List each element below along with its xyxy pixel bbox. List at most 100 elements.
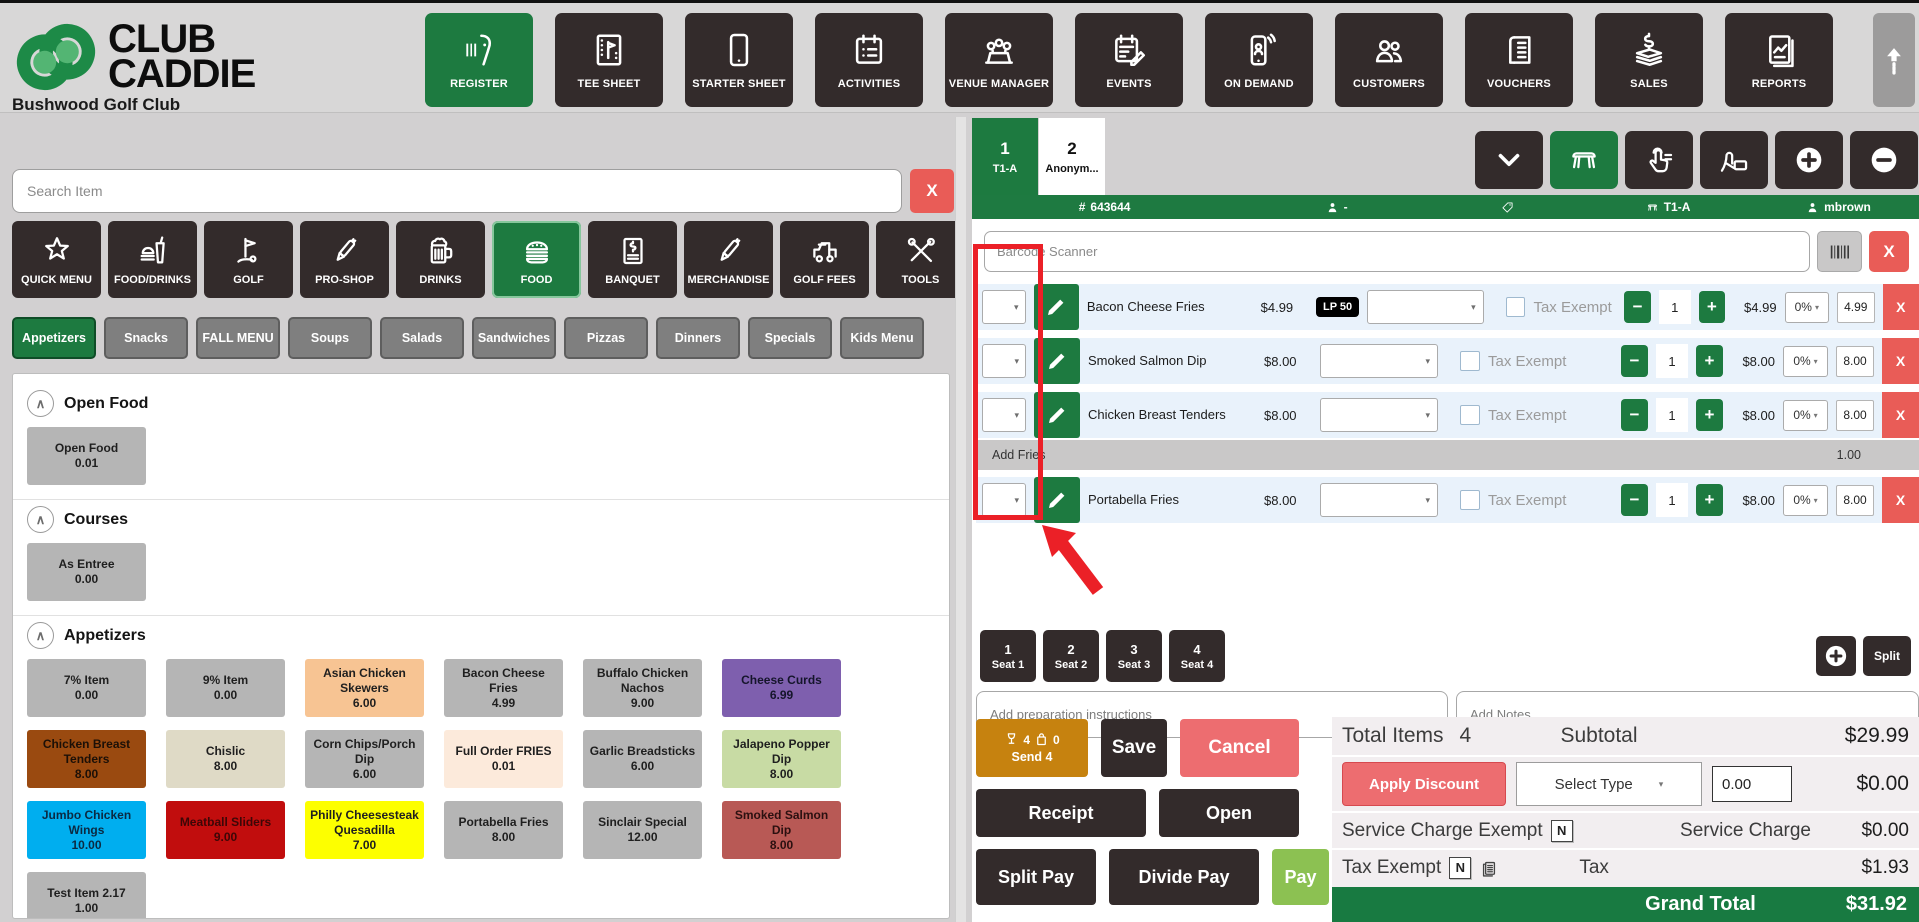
touch-order-button[interactable] [1625, 131, 1693, 189]
modifier-select[interactable]: ▾ [1320, 398, 1438, 432]
subtab-pizzas[interactable]: Pizzas [564, 317, 648, 359]
split-button[interactable]: Split [1863, 636, 1911, 676]
search-input[interactable] [12, 169, 902, 213]
menu-item-tile[interactable]: Bacon Cheese Fries 4.99 [444, 659, 563, 717]
clear-ticket-button[interactable]: X [1869, 231, 1909, 272]
subtab-snacks[interactable]: Snacks [104, 317, 188, 359]
menu-item-tile[interactable]: Portabella Fries 8.00 [444, 801, 563, 859]
collapse-icon[interactable]: ∧ [27, 622, 54, 649]
subtab-sandwiches[interactable]: Sandwiches [472, 317, 556, 359]
tax-rate-select[interactable]: 0% ▾ [1783, 345, 1828, 377]
subtab-dinners[interactable]: Dinners [656, 317, 740, 359]
modifier-select[interactable]: ▾ [1320, 483, 1438, 517]
seat-4-button[interactable]: 4 Seat 4 [1169, 630, 1225, 682]
seat-1-button[interactable]: 1 Seat 1 [980, 630, 1036, 682]
subtab-fall-menu[interactable]: FALL MENU [196, 317, 280, 359]
tax-exempt-checkbox[interactable] [1460, 351, 1480, 371]
category-food[interactable]: FOOD [492, 221, 581, 298]
increase-qty-button[interactable]: + [1696, 345, 1723, 377]
category-tools[interactable]: TOOLS [876, 221, 965, 298]
menu-item-tile[interactable]: Jumbo Chicken Wings 10.00 [27, 801, 146, 859]
subtab-salads[interactable]: Salads [380, 317, 464, 359]
modifier-select[interactable]: ▾ [1367, 290, 1484, 324]
divide-pay-button[interactable]: Divide Pay [1109, 849, 1259, 905]
tax-exempt-checkbox[interactable] [1460, 405, 1480, 425]
modifier-select[interactable]: ▾ [1320, 344, 1438, 378]
decrease-qty-button[interactable]: − [1621, 399, 1648, 431]
nav-tee-sheet[interactable]: TEE SHEET [555, 13, 663, 107]
seat-2-button[interactable]: 2 Seat 2 [1043, 630, 1099, 682]
remove-item-button[interactable]: X [1882, 392, 1919, 438]
decrease-qty-button[interactable]: − [1621, 345, 1648, 377]
nav-activities[interactable]: ACTIVITIES [815, 13, 923, 107]
tax-exempt-checkbox[interactable] [1505, 297, 1526, 317]
receipt-button[interactable]: Receipt [976, 789, 1146, 837]
remove-item-button[interactable]: X [1882, 477, 1919, 523]
menu-item-tile[interactable]: Open Food 0.01 [27, 427, 146, 485]
remove-ticket-button[interactable] [1850, 131, 1918, 189]
edit-item-button[interactable] [1033, 284, 1079, 330]
tax-exempt-checkbox[interactable] [1460, 490, 1480, 510]
edit-item-button[interactable] [1034, 392, 1080, 438]
collapse-icon[interactable]: ∧ [27, 390, 54, 417]
discount-value-input[interactable] [1712, 766, 1792, 802]
increase-qty-button[interactable]: + [1696, 399, 1723, 431]
menu-item-tile[interactable]: Buffalo Chicken Nachos 9.00 [583, 659, 702, 717]
cancel-button[interactable]: Cancel [1180, 719, 1299, 777]
menu-item-tile[interactable]: 7% Item 0.00 [27, 659, 146, 717]
menu-item-tile[interactable]: Sinclair Special 12.00 [583, 801, 702, 859]
menu-item-tile[interactable]: Chislic 8.00 [166, 730, 285, 788]
nav-venue-manager[interactable]: VENUE MANAGER [945, 13, 1053, 107]
increase-qty-button[interactable]: + [1698, 291, 1726, 323]
nav-starter-sheet[interactable]: STARTER SHEET [685, 13, 793, 107]
collapse-ticket-button[interactable] [1475, 131, 1543, 189]
category-merchandise[interactable]: MERCHANDISE [684, 221, 773, 298]
nav-events[interactable]: EVENTS [1075, 13, 1183, 107]
quick-pay-button[interactable] [1700, 131, 1768, 189]
edit-item-button[interactable] [1034, 338, 1080, 384]
ticket-tab-1[interactable]: 1 T1-A [972, 118, 1038, 195]
item-qty[interactable]: 1 [1658, 290, 1691, 324]
scroll-up-button[interactable] [1873, 13, 1915, 107]
apply-discount-button[interactable]: Apply Discount [1342, 762, 1506, 806]
nav-sales[interactable]: SALES [1595, 13, 1703, 107]
menu-item-tile[interactable]: Cheese Curds 6.99 [722, 659, 841, 717]
barcode-input[interactable] [984, 231, 1810, 272]
menu-item-tile[interactable]: Smoked Salmon Dip 8.00 [722, 801, 841, 859]
category-banquet[interactable]: BANQUET [588, 221, 677, 298]
barcode-scan-button[interactable] [1817, 231, 1862, 272]
remove-item-button[interactable]: X [1882, 338, 1919, 384]
category-drinks[interactable]: DRINKS [396, 221, 485, 298]
decrease-qty-button[interactable]: − [1621, 484, 1648, 516]
menu-item-tile[interactable]: Chicken Breast Tenders 8.00 [27, 730, 146, 788]
subtab-soups[interactable]: Soups [288, 317, 372, 359]
category-golf[interactable]: GOLF [204, 221, 293, 298]
increase-qty-button[interactable]: + [1696, 484, 1723, 516]
menu-item-tile[interactable]: Philly Cheesesteak Quesadilla 7.00 [305, 801, 424, 859]
table-view-button[interactable] [1550, 131, 1618, 189]
item-qty[interactable]: 1 [1656, 398, 1688, 432]
nav-reports[interactable]: REPORTS [1725, 13, 1833, 107]
menu-item-tile[interactable]: Garlic Breadsticks 6.00 [583, 730, 702, 788]
category-food-drinks[interactable]: FOOD/DRINKS [108, 221, 197, 298]
add-ticket-button[interactable] [1775, 131, 1843, 189]
seat-3-button[interactable]: 3 Seat 3 [1106, 630, 1162, 682]
remove-item-button[interactable]: X [1882, 284, 1919, 330]
seat-select[interactable]: ▾ [982, 344, 1026, 378]
discount-type-select[interactable]: Select Type ▾ [1516, 762, 1702, 806]
tax-rate-select[interactable]: 0% ▾ [1784, 291, 1829, 323]
subtab-specials[interactable]: Specials [748, 317, 832, 359]
nav-customers[interactable]: CUSTOMERS [1335, 13, 1443, 107]
menu-item-tile[interactable]: 9% Item 0.00 [166, 659, 285, 717]
pay-button[interactable]: Pay [1272, 849, 1329, 905]
decrease-qty-button[interactable]: − [1624, 291, 1651, 323]
category-golf-fees[interactable]: GOLF FEES [780, 221, 869, 298]
save-button[interactable]: Save [1101, 719, 1167, 777]
scrollbar-track[interactable] [955, 117, 966, 922]
edit-item-button[interactable] [1034, 477, 1080, 523]
add-seat-button[interactable] [1816, 636, 1856, 676]
seat-select[interactable]: ▾ [982, 290, 1026, 324]
nav-on-demand[interactable]: ON DEMAND [1205, 13, 1313, 107]
service-charge-exempt-toggle[interactable]: N [1550, 819, 1573, 842]
clear-search-button[interactable]: X [910, 169, 954, 213]
